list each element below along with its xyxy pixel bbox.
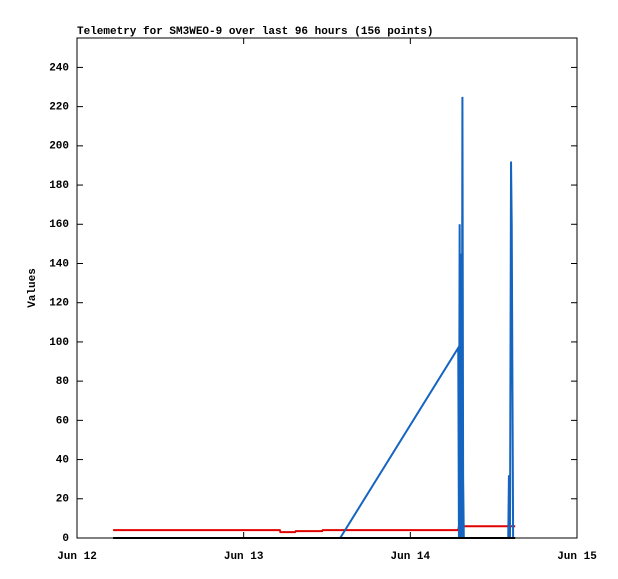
y-tick-label: 140: [49, 258, 69, 270]
x-tick-label: Jun 13: [224, 551, 264, 563]
y-tick-label: 60: [56, 415, 69, 427]
y-tick-label: 240: [49, 62, 69, 74]
y-tick-label: 220: [49, 102, 69, 114]
x-tick-label: Jun 14: [391, 551, 431, 563]
y-tick-label: 20: [56, 494, 69, 506]
y-tick-label: 100: [49, 337, 69, 349]
x-tick-label: Jun 12: [57, 551, 97, 563]
y-tick-label: 80: [56, 376, 69, 388]
y-tick-label: 40: [56, 454, 69, 466]
chart-title: Telemetry for SM3WEO-9 over last 96 hour…: [77, 26, 433, 38]
y-tick-label: 180: [49, 180, 69, 192]
y-tick-label: 160: [49, 219, 69, 231]
x-tick-label: Jun 15: [557, 551, 597, 563]
y-tick-label: 120: [49, 298, 69, 310]
y-tick-label: 0: [62, 533, 69, 545]
plot-frame: [76, 37, 578, 539]
y-axis-label: Values: [27, 268, 39, 308]
series-line: [339, 96, 515, 539]
series-line: [113, 525, 516, 534]
y-tick-label: 200: [49, 141, 69, 153]
